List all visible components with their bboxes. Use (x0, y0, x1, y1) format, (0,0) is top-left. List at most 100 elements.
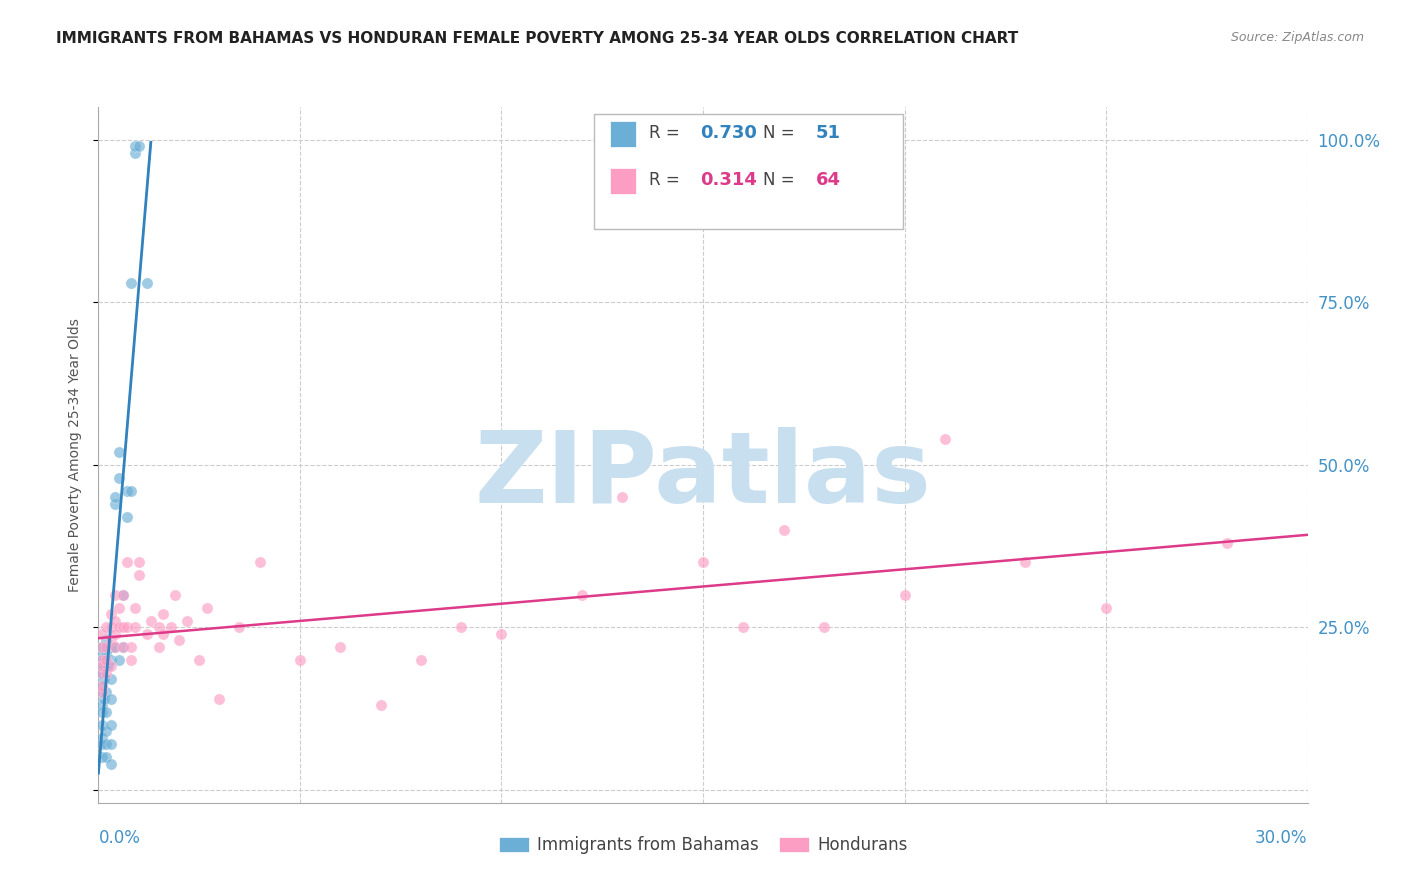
Text: ZIPatlas: ZIPatlas (475, 427, 931, 524)
Point (91, 698, 114, 713)
Point (813, 620, 835, 634)
Point (96, 724, 118, 739)
Point (96, 620, 118, 634)
Point (103, 640, 125, 654)
Point (148, 640, 170, 654)
Point (93, 653, 115, 667)
Point (103, 588, 125, 602)
Point (772, 523, 794, 537)
Point (1014, 555, 1036, 569)
Point (91, 659, 114, 673)
Point (96, 737, 118, 751)
Point (135, 626, 157, 640)
Point (96, 633, 118, 648)
Point (107, 620, 129, 634)
Point (148, 620, 170, 634)
Point (103, 614, 125, 628)
Point (100, 640, 122, 654)
Point (91, 665, 114, 680)
Point (100, 672, 122, 686)
Legend: Immigrants from Bahamas, Hondurans: Immigrants from Bahamas, Hondurans (492, 830, 914, 861)
Text: 0.0%: 0.0% (98, 829, 141, 847)
Point (96, 640, 118, 654)
Point (120, 653, 142, 667)
Point (89, 653, 111, 667)
Point (91, 659, 114, 673)
Point (124, 620, 146, 634)
Point (120, 276, 142, 290)
Point (91, 718, 114, 732)
Point (96, 653, 118, 667)
Point (111, 588, 134, 602)
Text: 30.0%: 30.0% (1256, 829, 1308, 847)
Point (91, 737, 114, 751)
Point (100, 718, 122, 732)
Point (571, 588, 593, 602)
Point (167, 633, 190, 648)
FancyBboxPatch shape (595, 114, 903, 229)
Point (228, 620, 250, 634)
Point (91, 750, 114, 764)
Point (163, 588, 186, 602)
Point (107, 600, 129, 615)
Text: 64: 64 (815, 171, 841, 189)
Point (208, 691, 231, 706)
Point (249, 555, 271, 569)
Point (491, 626, 513, 640)
Point (115, 509, 138, 524)
Point (103, 626, 125, 640)
Point (111, 640, 134, 654)
Point (115, 620, 138, 634)
Point (89, 665, 111, 680)
Text: R =: R = (648, 171, 685, 189)
Point (91, 685, 114, 699)
Point (124, 139, 146, 153)
Point (128, 555, 150, 569)
Point (93, 672, 115, 686)
Point (370, 698, 392, 713)
Point (91, 626, 114, 640)
Point (195, 600, 218, 615)
Text: Source: ZipAtlas.com: Source: ZipAtlas.com (1230, 31, 1364, 45)
Point (91, 731, 114, 745)
Point (96, 665, 118, 680)
Point (93, 640, 115, 654)
Point (128, 139, 150, 153)
Point (91, 640, 114, 654)
Point (128, 568, 150, 582)
Point (107, 653, 129, 667)
Point (139, 614, 162, 628)
Point (115, 483, 138, 498)
Point (733, 620, 755, 634)
Point (152, 626, 174, 640)
Point (91, 679, 114, 693)
Point (103, 497, 125, 511)
Text: IMMIGRANTS FROM BAHAMAS VS HONDURAN FEMALE POVERTY AMONG 25-34 YEAR OLDS CORRELA: IMMIGRANTS FROM BAHAMAS VS HONDURAN FEMA… (56, 31, 1018, 46)
Point (91, 640, 114, 654)
Point (288, 653, 311, 667)
Point (93, 691, 115, 706)
Point (120, 640, 142, 654)
Text: 0.314: 0.314 (700, 171, 758, 189)
Point (692, 555, 714, 569)
Point (91, 705, 114, 719)
Point (409, 653, 432, 667)
Point (124, 145, 146, 160)
Point (100, 691, 122, 706)
Point (96, 750, 118, 764)
Text: N =: N = (763, 171, 800, 189)
Point (893, 588, 915, 602)
Point (160, 620, 183, 634)
Point (100, 653, 122, 667)
Point (91, 646, 114, 660)
Point (100, 737, 122, 751)
Point (93, 659, 115, 673)
Point (450, 620, 472, 634)
Point (107, 444, 129, 458)
Point (100, 756, 122, 771)
Point (103, 490, 125, 504)
Point (152, 607, 174, 622)
Y-axis label: Female Poverty Among 25-34 Year Olds: Female Poverty Among 25-34 Year Olds (69, 318, 83, 592)
Point (103, 640, 125, 654)
Text: N =: N = (763, 125, 800, 143)
